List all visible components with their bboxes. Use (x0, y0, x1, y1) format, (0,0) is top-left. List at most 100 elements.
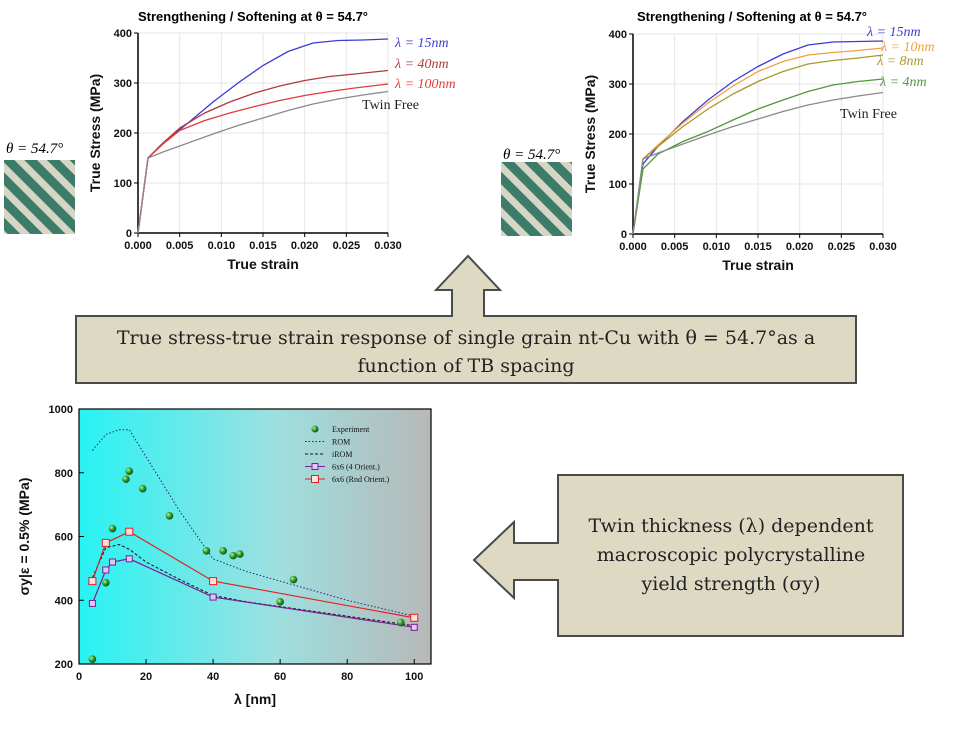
orient4-marker (88, 599, 96, 607)
y-tick-label: 200 (55, 659, 73, 671)
x-tick-label: 0.000 (619, 241, 647, 253)
yield-strength-callout: Twin thickness (λ) dependent macroscopic… (472, 474, 904, 637)
y-axis-label: σy|ε = 0.5% (MPa) (16, 478, 32, 596)
orient4-marker (209, 593, 217, 601)
experiment-point (88, 655, 97, 664)
legend-label: ROM (332, 438, 350, 447)
experiment-point (165, 511, 174, 520)
x-tick-label: 0.020 (291, 240, 319, 252)
callout-shape (75, 254, 857, 384)
irom-line (91, 543, 415, 627)
inset-label: θ = 54.7° (503, 147, 560, 163)
series-line (632, 78, 884, 235)
x-axis-label: λ [nm] (234, 691, 276, 707)
legend-label: iROM (332, 450, 352, 459)
legend-marker (311, 425, 319, 433)
legend-marker (311, 463, 319, 470)
rnd-marker (125, 527, 134, 536)
rnd-marker (410, 613, 419, 622)
x-axis-label: True strain (722, 257, 794, 273)
experiment-point (289, 575, 298, 584)
callout-line-3: yield strength (σy) (641, 573, 821, 595)
experiment-point (229, 551, 238, 560)
experiment-point (276, 598, 284, 606)
yield-strength-chart: 0 20 40 60 80 100 200 400 600 800 1000 λ [nm] σy|ε =… (16, 404, 432, 707)
x-axis-label: True strain (227, 256, 299, 272)
chart-title: Strengthening / Softening at θ = 54.7° (138, 9, 368, 24)
rnd-marker (101, 538, 110, 547)
x-tick-label: 20 (140, 671, 152, 683)
legend-label: Experiment (332, 425, 370, 434)
y-tick-label: 400 (114, 28, 132, 40)
callout-line-1: True stress-true strain response of sing… (117, 327, 815, 349)
inset-label: θ = 54.7° (6, 141, 63, 157)
orient4-line (91, 558, 415, 628)
x-tick-label: 40 (207, 671, 219, 683)
top-left-panel: θ = 54.7° Strengthening / Softening at θ… (4, 9, 456, 272)
x-tick-label: 0.030 (869, 241, 897, 253)
y-tick-label: 0 (621, 229, 627, 241)
series-line (632, 47, 884, 235)
x-tick-label: 0.005 (166, 240, 194, 252)
experiment-point (102, 578, 110, 587)
series-label: λ = 15nm (394, 36, 449, 51)
callout-line-1: Twin thickness (λ) dependent (589, 515, 874, 537)
series-label: Twin Free (362, 98, 419, 113)
callout-line-2: macroscopic polycrystalline (597, 544, 866, 566)
series-label: λ = 40nm (394, 57, 449, 72)
legend-marker (311, 475, 319, 483)
stress-strain-chart-left: 0.000 0.005 0.010 0.015 0.020 0.025 0.030 0 100 2… (87, 28, 456, 272)
experiment-point (202, 547, 211, 555)
y-tick-label: 800 (55, 468, 73, 480)
experiment-point (236, 550, 244, 558)
x-tick-label: 0.025 (828, 241, 856, 253)
orient4-marker (410, 623, 418, 631)
x-tick-label: 0.030 (374, 240, 402, 252)
plot-area (78, 408, 432, 665)
rnd-marker (209, 577, 218, 586)
series-label: λ = 10nm (880, 40, 935, 55)
callout-line-2: function of TB spacing (357, 355, 574, 377)
orient4-marker (102, 566, 110, 574)
y-tick-label: 300 (114, 78, 132, 90)
experiment-point (108, 524, 117, 533)
orient4-marker (109, 558, 117, 566)
experiment-point (125, 467, 134, 475)
stress-strain-chart-right: 0.000 0.005 0.010 0.015 0.020 0.025 0.030 0 100 2… (582, 25, 935, 273)
experiment-point (397, 618, 405, 627)
y-tick-label: 400 (55, 595, 73, 607)
stress-strain-callout: True stress-true strain response of sing… (75, 254, 857, 384)
y-tick-label: 0 (126, 228, 132, 240)
top-right-panel: θ = 54.7° Strengthening / Softening at θ… (501, 9, 935, 273)
x-tick-label: 80 (341, 671, 353, 683)
experiment-point (122, 475, 130, 483)
x-tick-label: 0.015 (744, 241, 772, 253)
experiment-point (219, 547, 227, 555)
series-line (632, 54, 884, 235)
x-tick-label: 0.025 (333, 240, 361, 252)
series-line (137, 90, 389, 234)
y-tick-label: 400 (609, 29, 627, 41)
y-axis-label: True Stress (MPa) (582, 75, 598, 193)
legend-label: 6x6 (Rnd Orient.) (332, 475, 389, 484)
rnd-marker (88, 577, 97, 586)
x-tick-label: 0 (76, 671, 82, 683)
x-tick-label: 0.020 (786, 241, 814, 253)
callout-shape (472, 474, 904, 637)
experiment-point (138, 484, 147, 493)
rom-line (92, 429, 415, 617)
x-tick-label: 0.005 (661, 241, 689, 253)
legend: Experiment ROM iROM 6x6 (4 Orient.) 6x6 (Rnd… (305, 425, 389, 484)
twin-orientation-inset (4, 160, 75, 234)
legend-label: 6x6 (4 Orient.) (332, 463, 380, 472)
series-label: λ = 4nm (879, 75, 927, 90)
x-tick-label: 100 (405, 671, 423, 683)
series-line (137, 83, 389, 234)
series-label: Twin Free (840, 107, 897, 122)
series-label: λ = 8nm (876, 54, 924, 69)
x-tick-label: 0.010 (703, 241, 731, 253)
y-tick-label: 300 (609, 79, 627, 91)
x-tick-label: 0.000 (124, 240, 152, 252)
y-tick-label: 100 (114, 178, 132, 190)
